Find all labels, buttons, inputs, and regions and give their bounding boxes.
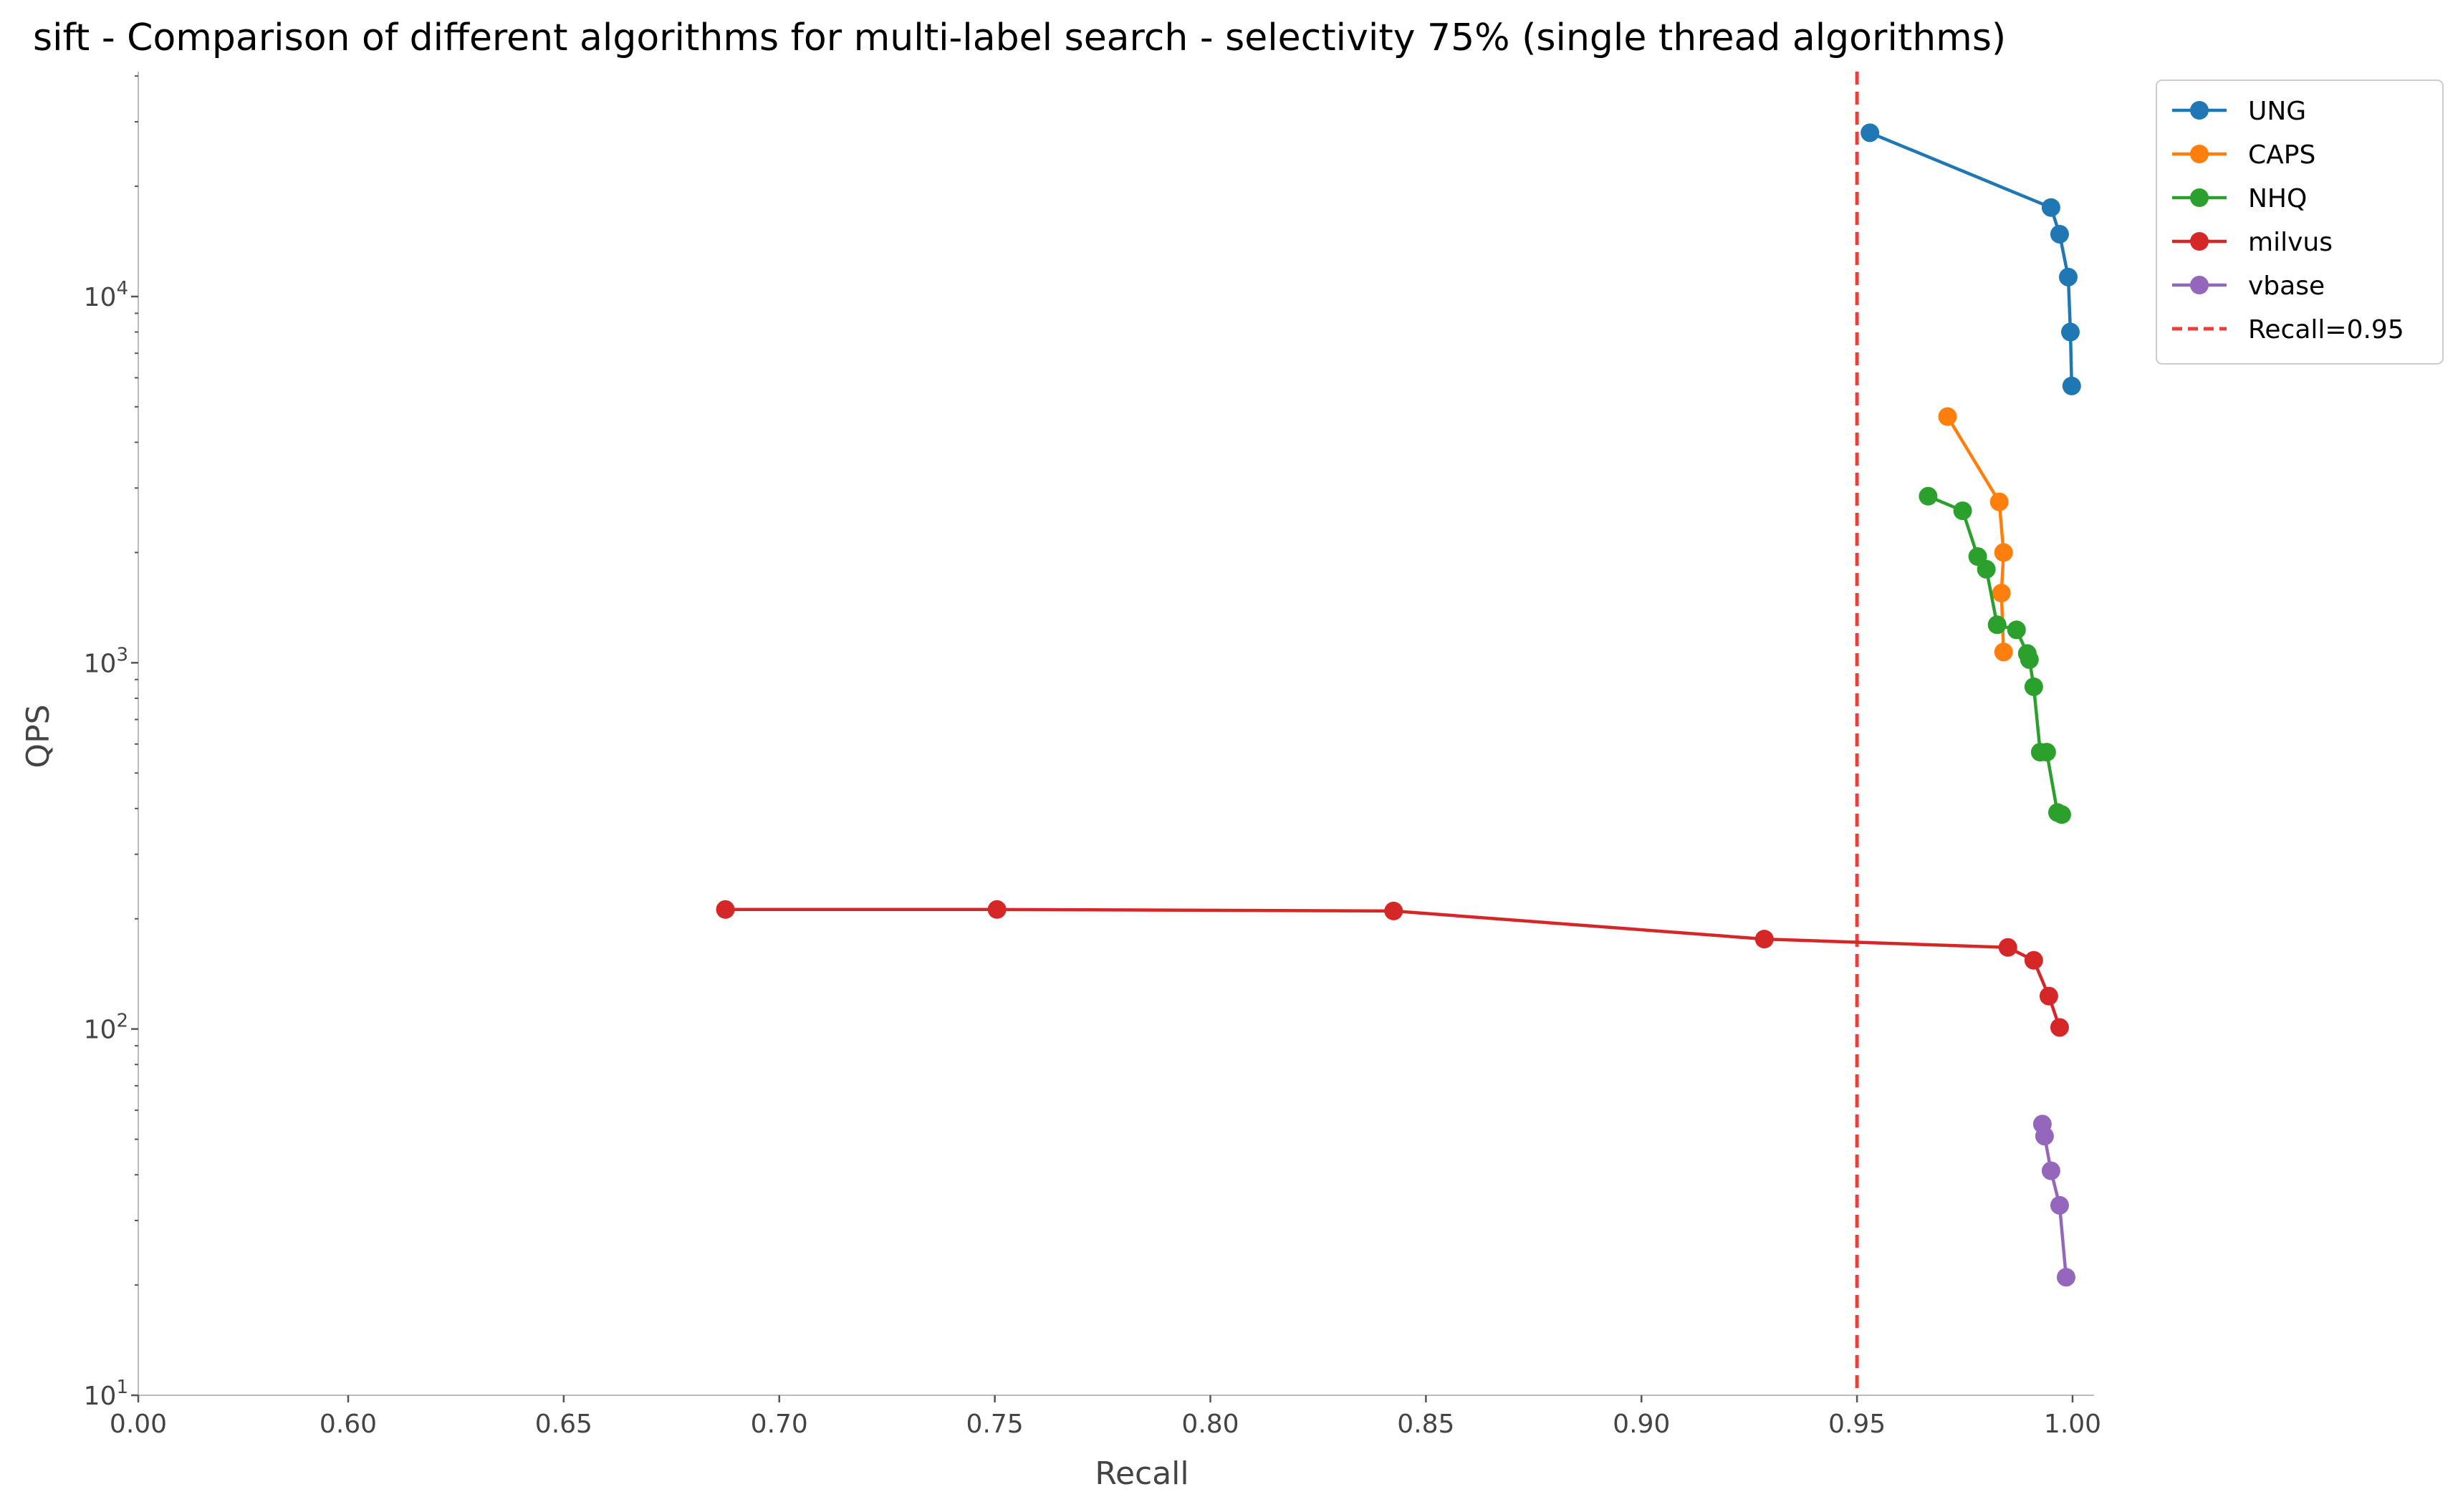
legend: UNG CAPS NHQ milvus vbase Recall=0.95 bbox=[2156, 80, 2444, 365]
chart-title: sift - Comparison of different algorithm… bbox=[33, 16, 2006, 59]
data-point bbox=[2020, 650, 2039, 669]
data-point bbox=[2037, 743, 2056, 762]
legend-item: CAPS bbox=[2172, 140, 2315, 170]
legend-marker bbox=[2190, 188, 2209, 207]
data-point bbox=[1384, 901, 1403, 920]
x-axis-label: Recall bbox=[1095, 1455, 1189, 1492]
y-axis: 101 102 103 104 bbox=[84, 72, 139, 1411]
series-UNG bbox=[1861, 123, 2081, 395]
y-tick-label: 101 bbox=[84, 1377, 128, 1411]
data-point bbox=[2058, 267, 2078, 286]
x-tick-label: 0.65 bbox=[535, 1410, 592, 1439]
data-point bbox=[716, 900, 735, 919]
x-tick-label: 0.00 bbox=[110, 1410, 167, 1439]
data-point bbox=[1992, 584, 2011, 603]
data-point bbox=[2007, 620, 2026, 640]
data-point bbox=[2035, 1127, 2054, 1146]
legend-label: Recall=0.95 bbox=[2248, 315, 2404, 345]
data-point bbox=[1919, 486, 1938, 506]
data-point bbox=[987, 900, 1007, 919]
legend-box bbox=[2156, 80, 2444, 365]
data-point bbox=[2062, 376, 2081, 395]
x-tick-label: 0.80 bbox=[1181, 1410, 1239, 1439]
data-point bbox=[2050, 1018, 2069, 1037]
legend-marker bbox=[2190, 101, 2209, 120]
legend-label: vbase bbox=[2248, 271, 2325, 301]
legend-label: milvus bbox=[2248, 228, 2333, 257]
data-point bbox=[2050, 1195, 2069, 1215]
legend-marker bbox=[2190, 232, 2209, 251]
legend-item: milvus bbox=[2172, 228, 2333, 257]
data-point bbox=[1994, 543, 2013, 562]
series-CAPS bbox=[1938, 407, 2013, 662]
x-tick-label: 0.85 bbox=[1397, 1410, 1454, 1439]
legend-marker bbox=[2190, 276, 2209, 294]
legend-item: NHQ bbox=[2172, 184, 2307, 213]
legend-label: UNG bbox=[2248, 97, 2306, 126]
x-axis: 0.00 0.60 0.65 0.70 0.75 0.80 0.85 0.90 0.95 1.00 bbox=[110, 1395, 2101, 1439]
x-tick-label: 0.95 bbox=[1828, 1410, 1886, 1439]
legend-item: Recall=0.95 bbox=[2172, 315, 2404, 345]
x-tick-label: 0.70 bbox=[751, 1410, 808, 1439]
data-point bbox=[2041, 198, 2060, 217]
data-point bbox=[2052, 805, 2071, 824]
x-tick-label: 1.00 bbox=[2044, 1410, 2101, 1439]
y-tick-label: 104 bbox=[84, 278, 128, 312]
data-point bbox=[2050, 224, 2069, 244]
data-point bbox=[2024, 950, 2043, 970]
data-point bbox=[1938, 407, 1957, 426]
data-point bbox=[2039, 986, 2058, 1006]
data-point bbox=[1861, 123, 1880, 143]
data-point bbox=[2024, 677, 2043, 696]
data-point bbox=[2056, 1268, 2075, 1287]
series-line bbox=[725, 907, 2062, 1029]
data-point bbox=[2041, 1161, 2060, 1180]
x-tick-label: 0.75 bbox=[966, 1410, 1024, 1439]
series-group bbox=[716, 123, 2081, 1287]
legend-label: NHQ bbox=[2248, 184, 2307, 213]
x-tick-label: 0.90 bbox=[1613, 1410, 1670, 1439]
y-axis-label: QPS bbox=[20, 704, 57, 768]
legend-label: CAPS bbox=[2248, 140, 2315, 170]
series-milvus bbox=[716, 900, 2069, 1037]
series-line bbox=[1869, 131, 2074, 386]
y-tick-label: 102 bbox=[84, 1011, 128, 1045]
data-point bbox=[1994, 642, 2013, 662]
data-point bbox=[1754, 930, 1774, 949]
data-point bbox=[1989, 492, 2009, 511]
y-tick-label: 103 bbox=[84, 644, 128, 678]
legend-item: UNG bbox=[2172, 97, 2306, 126]
series-NHQ bbox=[1919, 486, 2071, 824]
data-point bbox=[1998, 938, 2017, 957]
data-point bbox=[1977, 559, 1996, 579]
data-point bbox=[1953, 501, 1972, 521]
legend-marker bbox=[2190, 145, 2209, 163]
legend-item: vbase bbox=[2172, 271, 2325, 301]
series-vbase bbox=[2032, 1114, 2075, 1287]
x-tick-label: 0.60 bbox=[320, 1410, 377, 1439]
data-point bbox=[2060, 322, 2080, 342]
data-point bbox=[1987, 615, 2007, 635]
